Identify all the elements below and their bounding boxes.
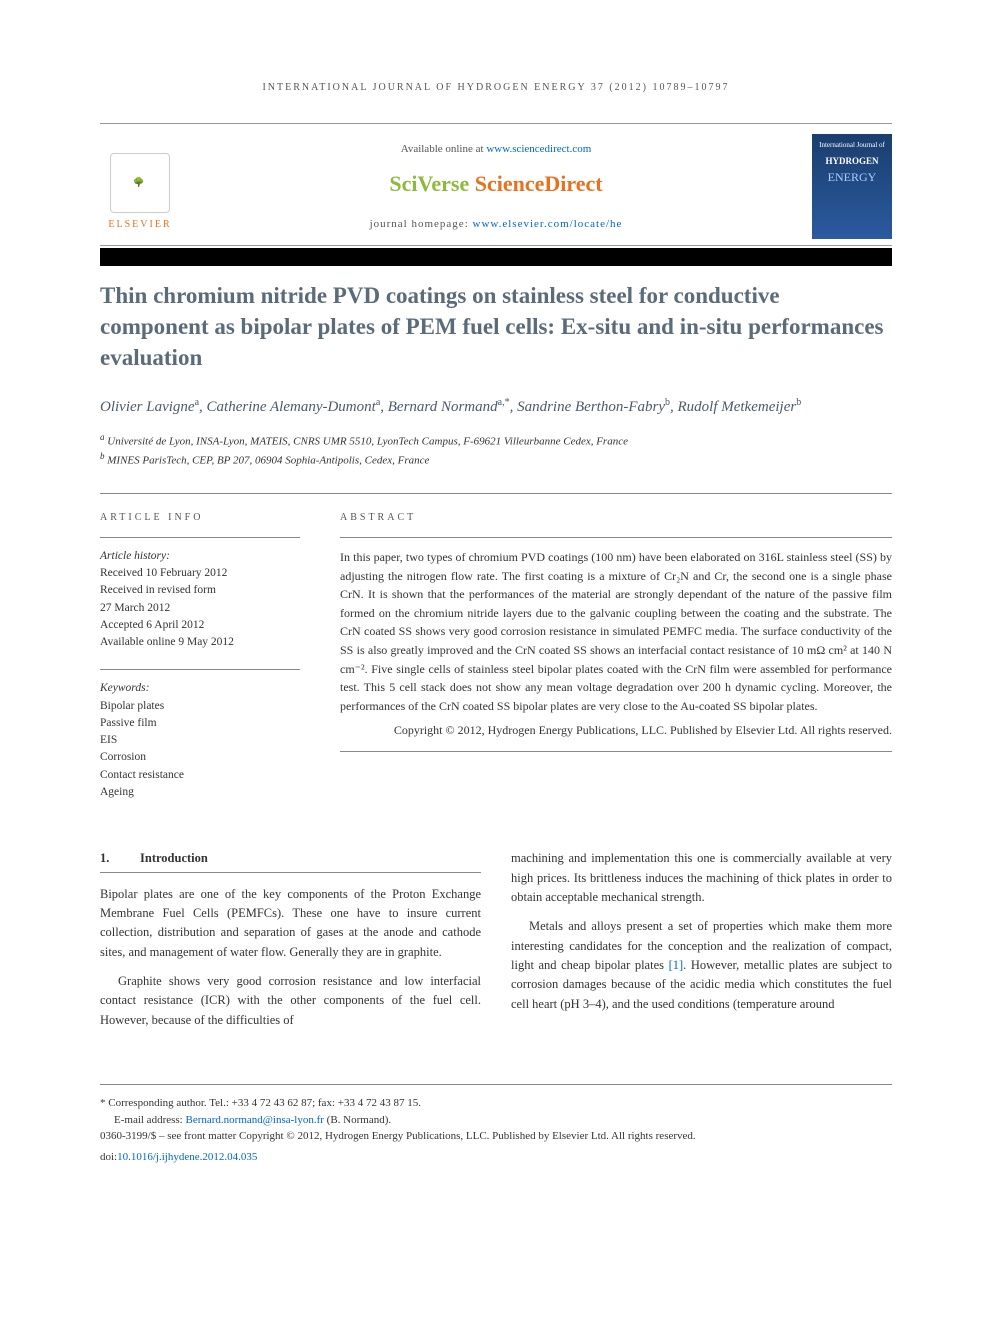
cover-top-text: International Journal of (816, 140, 888, 151)
abstract-bottom-separator (340, 751, 892, 752)
keyword: Corrosion (100, 749, 300, 766)
sciverse-brand: SciVerse ScienceDirect (196, 167, 796, 200)
elsevier-tree-icon: 🌳 (110, 153, 170, 213)
abstract-copyright: Copyright © 2012, Hydrogen Energy Public… (340, 721, 892, 739)
keyword: Bipolar plates (100, 698, 300, 715)
elsevier-logo: 🌳 ELSEVIER (100, 142, 180, 232)
body-left-column: 1.Introduction Bipolar plates are one of… (100, 849, 481, 1040)
journal-homepage-line: journal homepage: www.elsevier.com/locat… (196, 216, 796, 233)
history-accepted: Accepted 6 April 2012 (100, 617, 300, 634)
keywords-separator (100, 669, 300, 670)
corr-label: * Corresponding author. (100, 1097, 207, 1109)
sciencedirect-link[interactable]: www.sciencedirect.com (486, 143, 591, 155)
history-revised-label: Received in revised form (100, 582, 300, 599)
running-head: INTERNATIONAL JOURNAL OF HYDROGEN ENERGY… (100, 80, 892, 95)
authors: Olivier Lavignea, Catherine Alemany-Dumo… (100, 395, 892, 419)
reference-link-1[interactable]: [1] (669, 958, 684, 972)
section-1-heading: 1.Introduction (100, 849, 481, 872)
body-right-column: machining and implementation this one is… (511, 849, 892, 1040)
info-separator (100, 537, 300, 538)
article-title: Thin chromium nitride PVD coatings on st… (100, 280, 892, 373)
homepage-link[interactable]: www.elsevier.com/locate/he (473, 218, 623, 230)
keywords-block: Keywords: Bipolar plates Passive film EI… (100, 669, 300, 801)
doi-link[interactable]: 10.1016/j.ijhydene.2012.04.035 (117, 1151, 257, 1163)
abstract-separator (340, 537, 892, 538)
keyword: Ageing (100, 784, 300, 801)
intro-paragraph-2: Graphite shows very good corrosion resis… (100, 972, 481, 1030)
header-box: 🌳 ELSEVIER Available online at www.scien… (100, 123, 892, 246)
sciencedirect-word: ScienceDirect (475, 171, 603, 196)
email-line: E-mail address: Bernard.normand@insa-lyo… (100, 1112, 892, 1129)
available-line: Available online at www.sciencedirect.co… (196, 141, 796, 158)
sciverse-word: SciVerse (389, 171, 469, 196)
cover-energy: ENERGY (816, 168, 888, 186)
history-received: Received 10 February 2012 (100, 565, 300, 582)
history-revised-date: 27 March 2012 (100, 600, 300, 617)
keyword: Contact resistance (100, 767, 300, 784)
body-columns: 1.Introduction Bipolar plates are one of… (100, 849, 892, 1040)
affiliations: a Université de Lyon, INSA-Lyon, MATEIS,… (100, 431, 892, 469)
intro-paragraph-3: machining and implementation this one is… (511, 849, 892, 907)
section-1-title: Introduction (140, 851, 208, 865)
keyword: EIS (100, 732, 300, 749)
journal-cover: International Journal of HYDROGEN ENERGY (812, 134, 892, 239)
history-online: Available online 9 May 2012 (100, 634, 300, 651)
abstract-text: In this paper, two types of chromium PVD… (340, 548, 892, 715)
cover-hydrogen: HYDROGEN (816, 155, 888, 169)
intro-paragraph-1: Bipolar plates are one of the key compon… (100, 885, 481, 963)
email-label: E-mail address: (114, 1114, 185, 1126)
doi-line: doi:10.1016/j.ijhydene.2012.04.035 (100, 1149, 892, 1166)
page: INTERNATIONAL JOURNAL OF HYDROGEN ENERGY… (0, 0, 992, 1225)
footer-block: * Corresponding author. Tel.: +33 4 72 4… (100, 1084, 892, 1165)
corr-tel: Tel.: +33 4 72 43 62 87; fax: +33 4 72 4… (207, 1097, 421, 1109)
section-1-number: 1. (100, 849, 140, 868)
article-info-column: ARTICLE INFO Article history: Received 1… (100, 510, 300, 801)
history-label: Article history: (100, 548, 300, 565)
affiliation-a: a Université de Lyon, INSA-Lyon, MATEIS,… (100, 431, 892, 450)
affiliation-b: b MINES ParisTech, CEP, BP 207, 06904 So… (100, 450, 892, 469)
title-black-bar (100, 248, 892, 266)
corresponding-author: * Corresponding author. Tel.: +33 4 72 4… (100, 1095, 892, 1112)
doi-label: doi: (100, 1151, 117, 1163)
abstract-column: ABSTRACT In this paper, two types of chr… (340, 510, 892, 801)
abstract-heading: ABSTRACT (340, 510, 892, 525)
article-info-heading: ARTICLE INFO (100, 510, 300, 525)
homepage-label: journal homepage: (370, 218, 473, 230)
email-link[interactable]: Bernard.normand@insa-lyon.fr (185, 1114, 323, 1126)
issn-line: 0360-3199/$ – see front matter Copyright… (100, 1128, 892, 1145)
available-text: Available online at (401, 143, 487, 155)
keywords-label: Keywords: (100, 680, 300, 697)
intro-paragraph-4: Metals and alloys present a set of prope… (511, 917, 892, 1014)
header-center: Available online at www.sciencedirect.co… (196, 141, 796, 233)
email-person: (B. Normand). (324, 1114, 391, 1126)
info-abstract-row: ARTICLE INFO Article history: Received 1… (100, 493, 892, 801)
keyword: Passive film (100, 715, 300, 732)
elsevier-label: ELSEVIER (108, 217, 171, 232)
